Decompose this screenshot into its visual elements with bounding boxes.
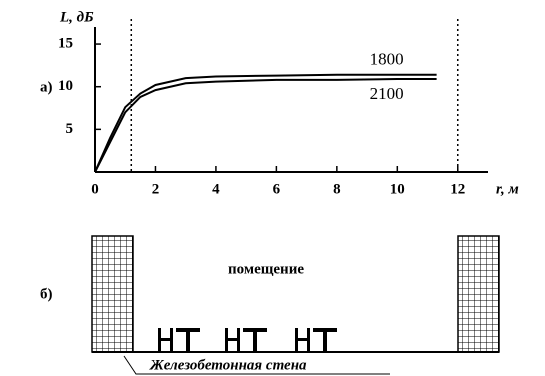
y-tick-label: 15 bbox=[58, 35, 73, 51]
wall-pointer bbox=[123, 355, 390, 375]
wall-label: Железобетонная стена bbox=[149, 357, 307, 373]
y-tick-label: 10 bbox=[58, 78, 73, 94]
series-line bbox=[94, 78, 437, 173]
x-tick-label: 10 bbox=[390, 181, 405, 197]
wall bbox=[91, 235, 134, 353]
room-label: помещение bbox=[228, 261, 304, 277]
x-tick-label: 2 bbox=[152, 181, 160, 197]
x-tick-label: 6 bbox=[273, 181, 281, 197]
wall bbox=[457, 235, 500, 353]
series-line bbox=[94, 73, 437, 173]
x-tick-label: 0 bbox=[91, 181, 99, 197]
x-tick-label: 12 bbox=[450, 181, 465, 197]
x-tick-label: 4 bbox=[212, 181, 220, 197]
furniture bbox=[158, 328, 337, 352]
plot: 5 10 15 0 2 4 6 8 10 12 1800 2100 bbox=[58, 19, 488, 197]
series-label: 2100 bbox=[370, 84, 404, 103]
panel-label: б) bbox=[40, 286, 53, 302]
panel-label: а) bbox=[40, 79, 53, 95]
y-tick-label: 5 bbox=[66, 121, 74, 137]
y-axis-label: L, дБ bbox=[59, 9, 94, 25]
x-axis-label: r, м bbox=[496, 181, 519, 197]
x-tick-label: 8 bbox=[333, 181, 341, 197]
series-label: 1800 bbox=[370, 50, 404, 69]
